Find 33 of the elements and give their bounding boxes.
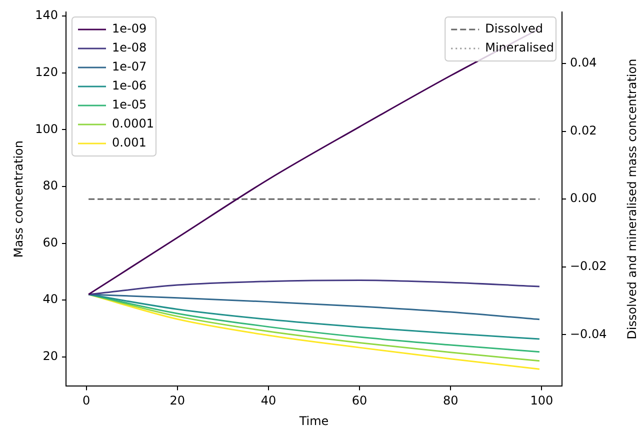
y-tick-label: 60	[42, 235, 58, 250]
x-tick-label: 40	[260, 394, 276, 408]
legend-label: 1e-06	[112, 78, 147, 93]
x-tick-label: 20	[170, 394, 185, 408]
y2-tick-label: −0.04	[570, 326, 607, 341]
y2-tick-label: 0.02	[570, 123, 597, 138]
legend-label: 0.0001	[112, 116, 154, 131]
x-tick-label: 0	[82, 394, 90, 408]
legend-label: 1e-05	[112, 98, 147, 112]
y-axis-title: Mass concentration	[11, 140, 26, 258]
x-tick-label: 100	[530, 394, 554, 408]
y-tick-label: 100	[35, 122, 58, 136]
y2-tick-label: −0.02	[570, 259, 607, 274]
line-series	[88, 294, 540, 320]
legend-label: 1e-08	[112, 40, 147, 55]
y2-axis-title: Dissolved and mineralised mass concentration	[625, 58, 640, 340]
line-series	[88, 279, 540, 296]
y2-tick-label: 0.00	[570, 191, 597, 206]
y-tick-label: 140	[35, 8, 58, 22]
legend-label: Mineralised	[485, 40, 554, 55]
y-tick-label: 80	[42, 178, 58, 193]
y2-tick-label: 0.04	[570, 56, 597, 70]
y-tick-label: 40	[42, 292, 58, 306]
legend-label: Dissolved	[485, 22, 543, 36]
y-tick-label: 20	[42, 349, 58, 364]
x-axis-title: Time	[298, 414, 329, 428]
x-tick-label: 60	[352, 394, 368, 408]
legend-label: 1e-07	[112, 60, 147, 74]
legend-label: 1e-09	[112, 22, 147, 36]
legend-label: 0.001	[112, 136, 146, 150]
x-tick-label: 80	[443, 394, 458, 408]
y-tick-label: 120	[35, 64, 58, 79]
line-series	[88, 294, 540, 340]
